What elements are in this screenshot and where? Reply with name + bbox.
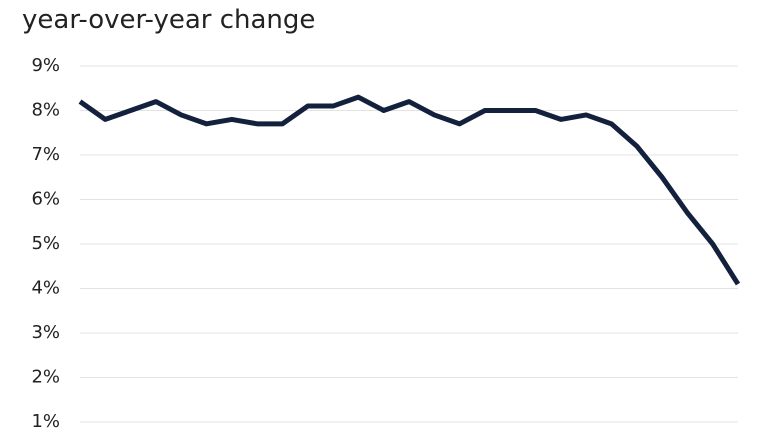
y-tick-label: 8%: [31, 100, 60, 121]
y-tick-label: 4%: [31, 278, 60, 299]
y-tick-label: 7%: [31, 144, 60, 165]
y-tick-label: 3%: [31, 322, 60, 343]
data-line: [78, 94, 741, 286]
y-tick-label: 6%: [31, 189, 60, 210]
y-tick-label: 1%: [31, 411, 60, 432]
y-tick-label: 2%: [31, 367, 60, 388]
y-tick-label: 5%: [31, 233, 60, 254]
y-tick-label: 9%: [31, 55, 60, 76]
chart-title: year-over-year change: [22, 5, 315, 35]
